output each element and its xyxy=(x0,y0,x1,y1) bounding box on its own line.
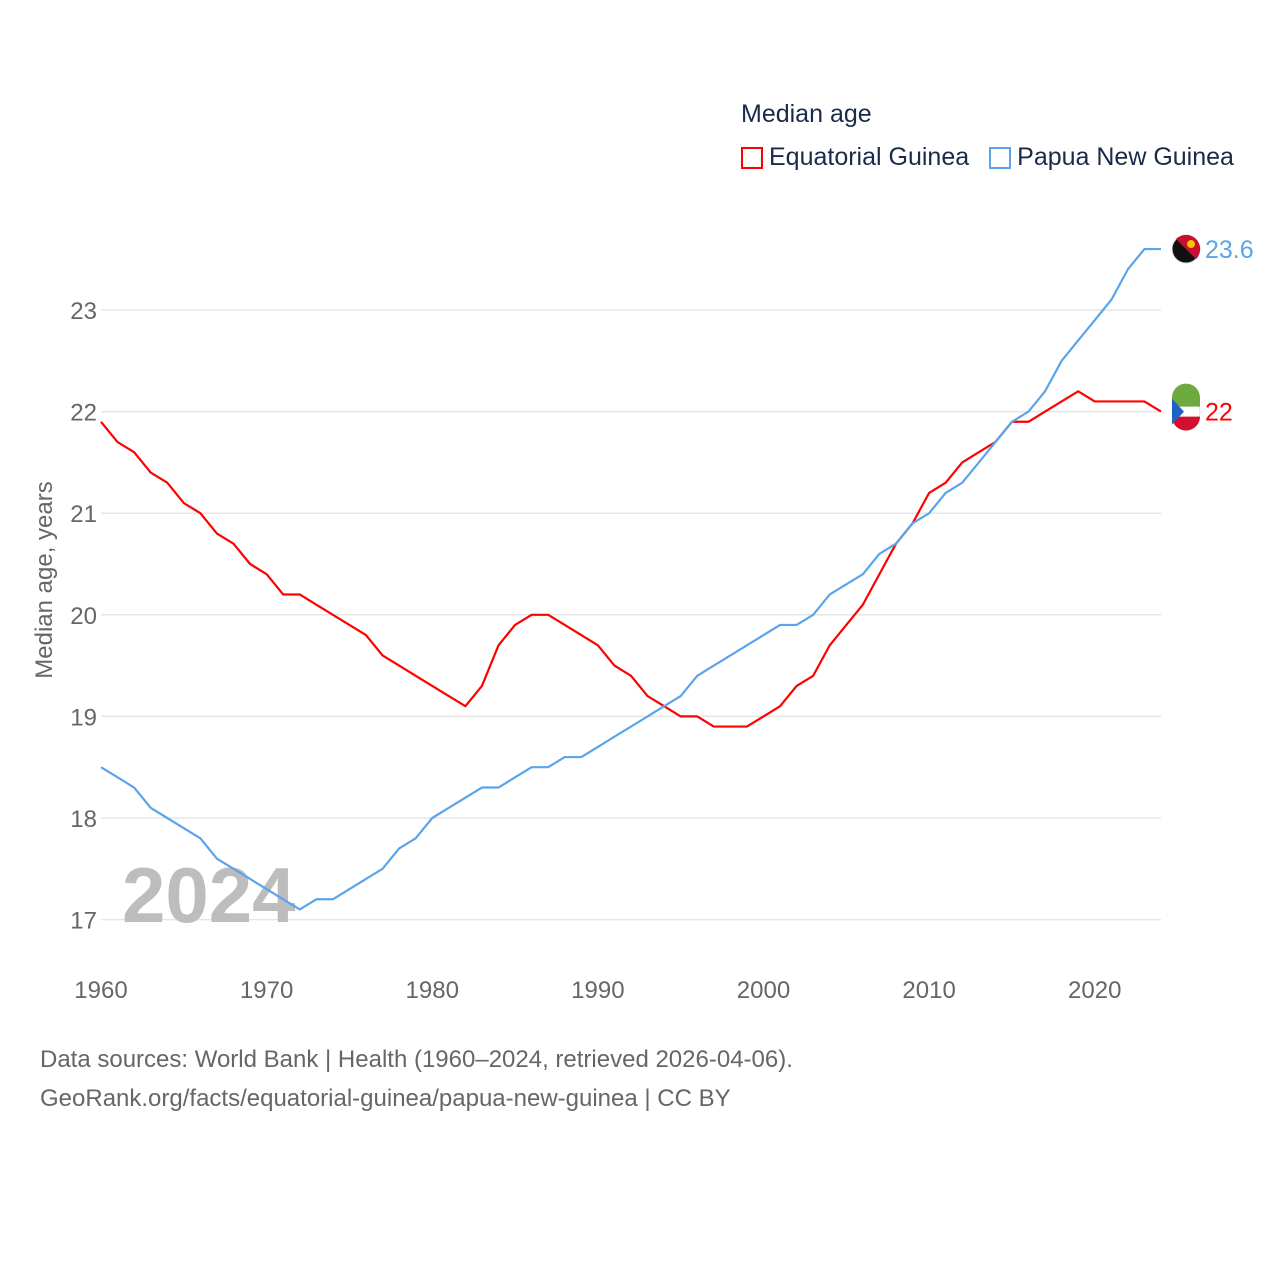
x-tick-label: 1980 xyxy=(406,977,459,1004)
x-tick-label: 2010 xyxy=(902,977,955,1004)
y-tick-label: 23 xyxy=(70,298,97,325)
y-tick-label: 21 xyxy=(70,501,97,528)
bird-of-paradise-icon xyxy=(1187,240,1195,249)
flag-stripe xyxy=(1172,383,1200,407)
legend-item-papua-new-guinea[interactable]: Papua New Guinea xyxy=(989,143,1234,172)
y-tick-label: 17 xyxy=(70,908,97,935)
source-line-2[interactable]: GeoRank.org/facts/equatorial-guinea/papu… xyxy=(40,1085,731,1112)
legend-title: Median age xyxy=(741,100,872,128)
y-tick-label: 20 xyxy=(70,603,97,630)
series-line-papua-new-guinea xyxy=(100,247,1161,911)
legend-label: Equatorial Guinea xyxy=(769,143,970,171)
x-tick-label: 2020 xyxy=(1068,977,1121,1004)
legend-swatch xyxy=(741,146,763,169)
legend-swatch xyxy=(989,146,1012,169)
legend: Equatorial Guinea Papua New Guinea xyxy=(741,143,1234,172)
year-watermark: 2024 xyxy=(122,851,296,939)
source-line-1: Data sources: World Bank | Health (1960–… xyxy=(40,1046,793,1073)
end-value-label: 22 xyxy=(1205,399,1233,427)
legend-label: Papua New Guinea xyxy=(1017,143,1234,171)
flag-stripe xyxy=(1172,416,1200,431)
x-tick-label: 1960 xyxy=(74,977,127,1004)
y-tick-label: 19 xyxy=(70,704,97,731)
legend-item-equatorial-guinea[interactable]: Equatorial Guinea xyxy=(741,143,969,172)
flag-triangle xyxy=(1172,398,1184,425)
series-line-equatorial-guinea xyxy=(100,390,1162,728)
end-value-label: 23.6 xyxy=(1205,236,1254,264)
y-tick-label: 22 xyxy=(70,400,97,427)
x-tick-label: 2000 xyxy=(737,977,790,1004)
x-tick-label: 1990 xyxy=(571,977,624,1004)
y-tick-label: 18 xyxy=(70,806,97,833)
y-axis-label: Median age, years xyxy=(31,481,58,678)
flag-half xyxy=(1176,234,1201,260)
x-tick-label: 1970 xyxy=(240,977,293,1004)
